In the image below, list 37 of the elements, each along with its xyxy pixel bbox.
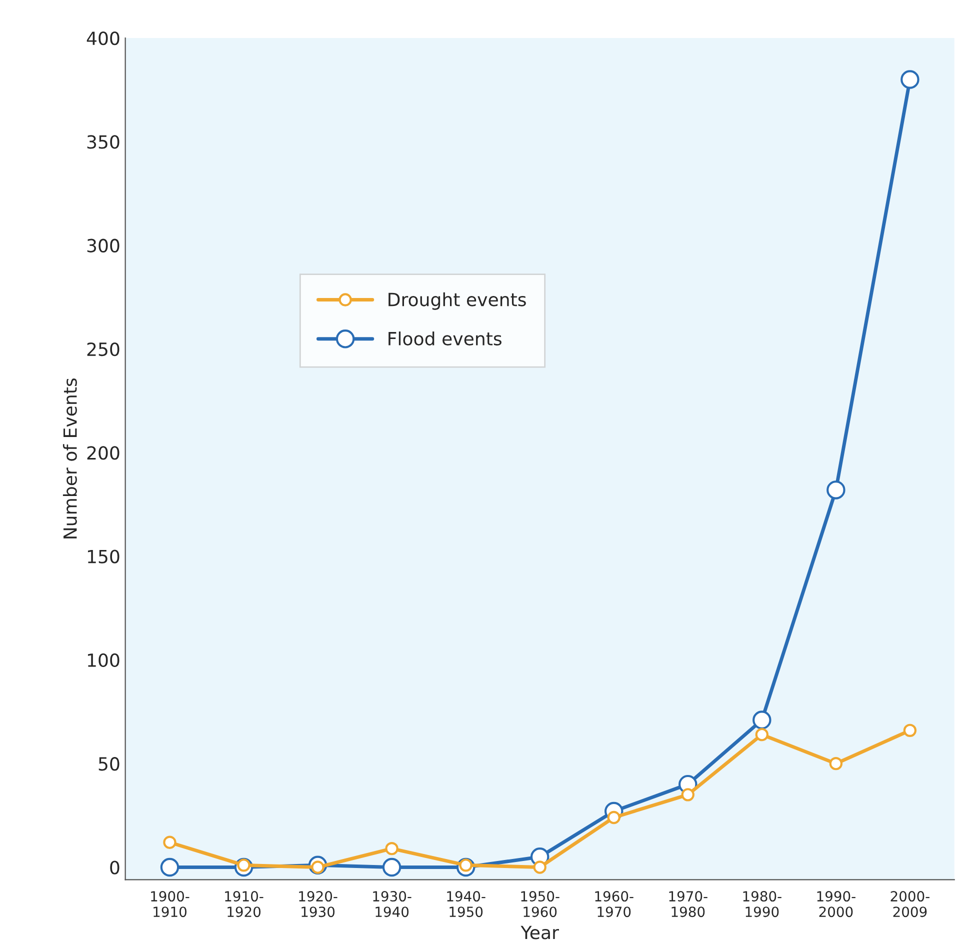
y-tick-label: 150 <box>88 550 120 564</box>
x-tick-label: 1920- 1930 <box>299 891 338 918</box>
x-tick-label: 2000- 2009 <box>890 891 930 918</box>
point <box>385 842 398 856</box>
point <box>681 788 694 802</box>
point <box>533 860 546 874</box>
y-tick-label: 350 <box>87 135 120 149</box>
point <box>900 70 920 89</box>
x-tick-label: 1980- 1990 <box>743 891 782 918</box>
y-tick-label: 0 <box>110 860 120 874</box>
point <box>607 810 620 824</box>
y-axis-title: Number of Events <box>62 378 77 538</box>
point <box>752 710 772 730</box>
y-tick-label: 250 <box>87 342 120 356</box>
point <box>382 858 402 877</box>
point <box>755 728 769 742</box>
x-axis-title: Year <box>520 926 559 940</box>
y-tick-label: 400 <box>86 32 120 46</box>
point <box>826 480 846 500</box>
x-tick-label: 1970- 1980 <box>669 891 708 918</box>
y-tick-label: 200 <box>87 446 120 460</box>
x-tick-label: 1950- 1960 <box>521 891 560 918</box>
legend-label: Drought events <box>388 292 526 310</box>
y-tick-label: 50 <box>98 757 120 771</box>
x-tick-label: 1900- 1910 <box>151 891 190 918</box>
x-tick-label: 1940- 1950 <box>447 891 486 918</box>
x-tick-label: 1960- 1970 <box>595 891 634 918</box>
point <box>903 724 917 738</box>
x-tick-label: 1930- 1940 <box>373 891 412 918</box>
point <box>829 756 843 770</box>
point <box>160 858 180 877</box>
x-tick-label: 1910- 1920 <box>225 891 264 918</box>
x-tick-label: 1990- 2000 <box>817 891 856 918</box>
y-tick-label: 300 <box>87 238 120 252</box>
y-tick-label: 100 <box>88 653 120 668</box>
point <box>163 836 176 849</box>
legend-label: Flood events <box>388 332 502 346</box>
